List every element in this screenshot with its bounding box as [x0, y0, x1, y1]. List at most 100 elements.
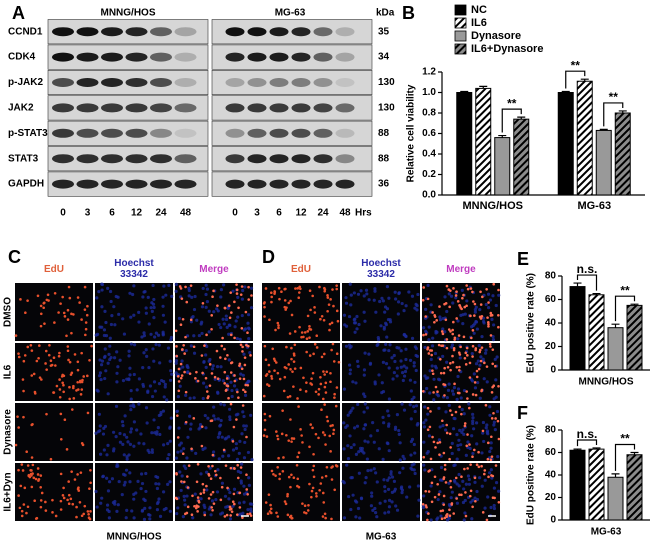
- legend-label: IL6: [471, 17, 487, 29]
- nucleus: [398, 441, 402, 445]
- nucleus: [143, 289, 147, 294]
- row-label: DMSO: [3, 297, 14, 327]
- blot-band: [269, 128, 289, 138]
- edu-nucleus: [284, 308, 287, 311]
- nucleus: [379, 324, 383, 328]
- edu-nucleus: [326, 309, 329, 313]
- nucleus: [169, 369, 173, 373]
- nucleus: [372, 440, 376, 444]
- edu-nucleus: [431, 369, 434, 372]
- nucleus: [432, 377, 436, 381]
- edu-nucleus: [183, 370, 186, 374]
- blot-band: [101, 103, 123, 113]
- nucleus: [383, 489, 387, 493]
- nucleus: [450, 343, 455, 347]
- blot-band: [101, 52, 123, 62]
- edu-nucleus: [63, 418, 67, 422]
- edu-nucleus: [473, 448, 476, 452]
- edu-nucleus: [67, 285, 71, 289]
- row-label: IL6+Dyn: [3, 472, 14, 511]
- edu-nucleus: [71, 408, 74, 411]
- bar: [588, 294, 605, 371]
- edu-nucleus: [494, 464, 498, 467]
- edu-nucleus: [475, 375, 479, 379]
- nucleus: [127, 453, 131, 457]
- edu-nucleus: [263, 428, 267, 432]
- edu-nucleus: [425, 505, 428, 509]
- nucleus: [470, 434, 474, 438]
- blot-band: [269, 179, 289, 189]
- edu-nucleus: [283, 366, 287, 369]
- edu-nucleus: [73, 478, 77, 481]
- nucleus: [492, 423, 496, 427]
- nucleus: [189, 344, 193, 348]
- edu-nucleus: [284, 502, 288, 506]
- edu-nucleus: [59, 499, 63, 503]
- nucleus: [370, 494, 374, 498]
- edu-nucleus: [243, 356, 247, 359]
- edu-nucleus: [186, 486, 190, 489]
- nucleus: [342, 421, 346, 425]
- edu-nucleus: [59, 437, 63, 441]
- edu-nucleus: [267, 363, 271, 367]
- nucleus: [239, 470, 243, 475]
- nucleus: [433, 351, 438, 356]
- nucleus: [426, 283, 430, 287]
- edu-nucleus: [475, 369, 479, 373]
- edu-nucleus: [67, 480, 70, 483]
- nucleus: [145, 354, 149, 359]
- blot-band: [335, 78, 355, 87]
- edu-nucleus: [290, 357, 293, 361]
- micrograph: [421, 342, 500, 402]
- nucleus: [246, 450, 251, 455]
- nucleus: [443, 295, 447, 299]
- edu-nucleus: [22, 389, 25, 393]
- edu-nucleus: [89, 481, 92, 485]
- nucleus: [141, 382, 145, 387]
- edu-nucleus: [68, 397, 71, 401]
- edu-nucleus: [426, 406, 430, 410]
- blot-band: [247, 78, 267, 87]
- edu-nucleus: [278, 477, 281, 481]
- nucleus: [136, 479, 140, 484]
- edu-nucleus: [23, 486, 27, 490]
- nucleus: [478, 396, 482, 400]
- blot-band: [313, 27, 333, 37]
- nucleus: [113, 502, 117, 506]
- edu-nucleus: [287, 475, 291, 479]
- panel-label: F: [517, 403, 528, 423]
- nucleus: [461, 322, 465, 326]
- nucleus: [424, 329, 428, 333]
- nucleus: [363, 319, 367, 323]
- nucleus: [246, 326, 251, 330]
- blot-band: [291, 78, 311, 87]
- edu-nucleus: [491, 474, 495, 478]
- bar: [607, 327, 624, 371]
- edu-nucleus: [68, 296, 72, 300]
- edu-nucleus: [469, 463, 472, 466]
- nucleus: [409, 389, 413, 393]
- edu-nucleus: [235, 418, 238, 421]
- nucleus: [183, 503, 187, 507]
- nucleus: [455, 482, 459, 486]
- y-tick-label: 0.4: [422, 149, 436, 160]
- nucleus: [216, 435, 220, 439]
- blot-band: [125, 128, 148, 138]
- edu-nucleus: [297, 405, 300, 408]
- nucleus: [235, 457, 240, 461]
- nucleus: [118, 440, 123, 444]
- edu-nucleus: [426, 297, 430, 301]
- edu-nucleus: [456, 300, 460, 303]
- nucleus: [219, 295, 223, 299]
- nucleus: [447, 403, 451, 407]
- nucleus: [161, 313, 166, 317]
- nucleus: [94, 489, 98, 494]
- nucleus: [412, 361, 416, 365]
- edu-nucleus: [17, 426, 20, 429]
- edu-nucleus: [204, 376, 208, 380]
- nucleus: [107, 516, 111, 520]
- edu-nucleus: [459, 345, 462, 349]
- edu-nucleus: [305, 337, 309, 340]
- nucleus: [344, 296, 348, 300]
- y-tick-label: 20: [545, 492, 557, 503]
